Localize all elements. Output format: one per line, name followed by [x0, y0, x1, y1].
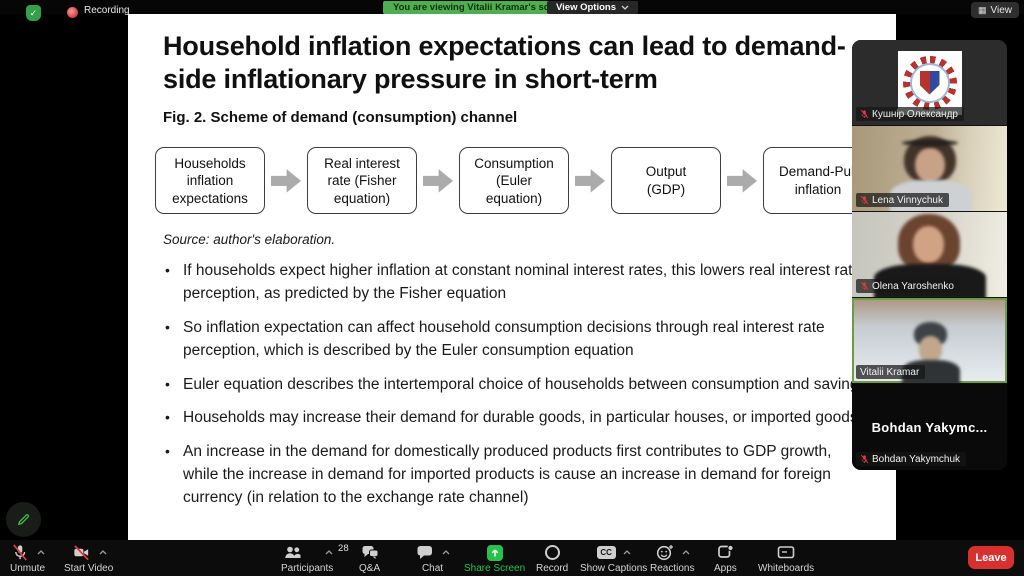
share-screen-icon [486, 544, 503, 561]
participants-count: 28 [338, 543, 349, 554]
show-captions-button[interactable]: CC Show Captions [580, 546, 648, 574]
meeting-toolbar: Unmute Start Video 28 [0, 540, 1024, 576]
pencil-icon [17, 514, 30, 526]
recording-indicator-icon [67, 7, 78, 18]
security-shield-icon[interactable]: ✓ [26, 5, 41, 21]
share-screen-button[interactable]: Share Screen [464, 543, 525, 574]
flow-box-consumption: Consumption (Euler equation) [459, 147, 569, 215]
video-tile-olena[interactable]: Olena Yaroshenko [852, 212, 1007, 298]
video-tile-vitalii-active-speaker[interactable]: Vitalii Kramar [852, 298, 1007, 384]
viewing-screen-banner: You are viewing Vitalii Kramar's screen [383, 1, 580, 14]
mic-muted-icon [860, 454, 869, 464]
bullet-item: So inflation expectation can affect hous… [163, 317, 871, 363]
chevron-down-icon [621, 5, 629, 10]
chevron-up-icon[interactable] [37, 550, 45, 555]
apps-button[interactable]: Apps [714, 543, 737, 574]
slide-title: Household inflation expectations can lea… [163, 31, 846, 95]
camera-off-icon [73, 545, 89, 561]
arrow-right-icon [569, 167, 611, 195]
chevron-up-icon[interactable] [325, 550, 333, 555]
annotate-pencil-button[interactable] [6, 502, 41, 537]
leave-button[interactable]: Leave [968, 546, 1014, 569]
qa-bubbles-icon [362, 546, 379, 559]
video-tile-bohdan[interactable]: Bohdan Yakymc... Bohdan Yakymchuk [852, 384, 1007, 470]
apps-icon [718, 544, 734, 558]
chevron-up-icon[interactable] [99, 550, 107, 555]
participant-name-tag: Olena Yaroshenko [856, 279, 960, 293]
video-tile-kushnir[interactable]: Кушнір Олександр [852, 40, 1007, 126]
view-options-button[interactable]: View Options [547, 1, 639, 14]
start-video-button[interactable]: Start Video [64, 543, 113, 574]
unmute-button[interactable]: Unmute [10, 543, 45, 574]
figure-caption: Fig. 2. Scheme of demand (consumption) c… [163, 109, 518, 127]
view-button[interactable]: ▦ View [971, 2, 1020, 18]
bullet-item: An increase in the demand for domestical… [163, 441, 871, 509]
bullet-item: Households may increase their demand for… [163, 407, 871, 430]
mic-muted-icon [13, 544, 27, 561]
record-button[interactable]: Record [536, 543, 568, 574]
recording-label: Recording [84, 5, 130, 16]
emblem-icon [919, 70, 940, 95]
avatar [897, 50, 962, 115]
chevron-up-icon[interactable] [682, 550, 690, 555]
grid-view-icon: ▦ [978, 4, 987, 15]
chevron-up-icon[interactable] [442, 550, 450, 555]
bullet-list: If households expect higher inflation at… [163, 260, 871, 509]
flow-box-output-gdp: Output (GDP) [611, 147, 721, 215]
closed-captions-icon: CC [596, 546, 616, 559]
whiteboards-button[interactable]: Whiteboards [758, 543, 814, 574]
participants-video-panel: Кушнір Олександр Lena Vinnychuk Olena Ya… [852, 40, 1007, 470]
record-icon [544, 545, 560, 560]
participants-icon [284, 546, 301, 558]
arrow-right-icon [721, 167, 763, 195]
qa-button[interactable]: Q&A [359, 543, 380, 574]
participant-name-tag: Vitalii Kramar [856, 365, 926, 379]
source-note: Source: author's elaboration. [163, 232, 336, 248]
participant-display-name: Bohdan Yakymc... [871, 419, 988, 435]
video-tile-lena[interactable]: Lena Vinnychuk [852, 126, 1007, 212]
arrow-right-icon [417, 167, 459, 195]
chat-button[interactable]: Chat [415, 543, 450, 574]
participant-name-tag: Кушнір Олександр [856, 107, 964, 121]
whiteboard-icon [777, 546, 795, 559]
mic-muted-icon [860, 109, 869, 119]
reactions-button[interactable]: Reactions [650, 543, 694, 574]
mic-muted-icon [860, 281, 869, 291]
shared-screen-slide: Household inflation expectations can lea… [128, 14, 896, 540]
bullet-item: Euler equation describes the intertempor… [163, 374, 871, 397]
flow-diagram: Households inflation expectations Real i… [155, 147, 895, 215]
flow-box-real-interest-rate: Real interest rate (Fisher equation) [307, 147, 417, 215]
chevron-up-icon[interactable] [623, 550, 631, 555]
arrow-right-icon [265, 167, 307, 195]
participant-name-tag: Bohdan Yakymchuk [856, 452, 967, 466]
reactions-smiley-icon [656, 545, 673, 561]
mic-muted-icon [860, 195, 869, 205]
viewing-screen-banner-text: You are viewing Vitalii Kramar's screen [393, 2, 570, 13]
chat-bubble-icon [417, 546, 432, 559]
flow-box-households-expectations: Households inflation expectations [155, 147, 265, 215]
bullet-item: If households expect higher inflation at… [163, 260, 871, 306]
participants-button[interactable]: 28 Participants [281, 543, 349, 574]
participant-name-tag: Lena Vinnychuk [856, 193, 949, 207]
